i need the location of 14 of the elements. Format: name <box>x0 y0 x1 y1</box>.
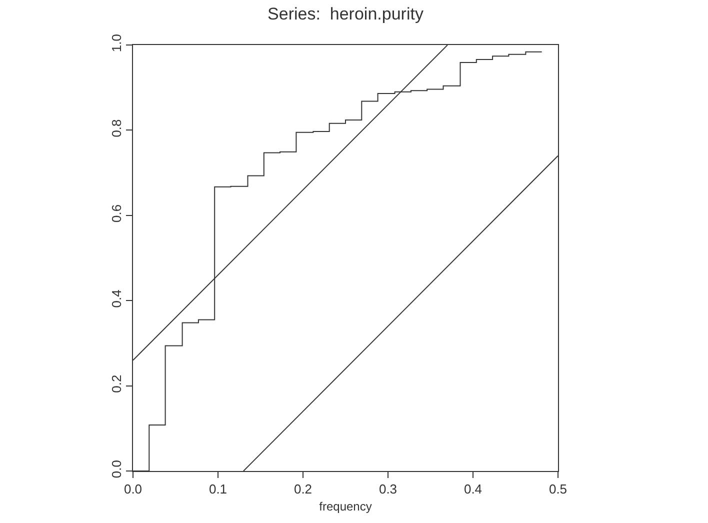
x-tick-label: 0.1 <box>208 482 228 497</box>
y-tick-label: 0.8 <box>108 119 124 138</box>
chart-title: Series: heroin.purity <box>268 4 424 24</box>
x-tick-label: 0.5 <box>548 482 568 497</box>
y-tick-label: 0.2 <box>108 374 124 393</box>
y-tick-label: 0.4 <box>108 290 124 308</box>
x-tick-label: 0.4 <box>464 482 482 497</box>
x-tick-label: 0.2 <box>294 482 312 497</box>
x-tick-label: 0.3 <box>378 482 398 497</box>
y-tick-label: 0.0 <box>108 460 124 478</box>
x-tick-label: 0.0 <box>124 482 142 497</box>
y-tick-label: 1.0 <box>108 34 124 52</box>
x-axis-title: frequency <box>319 500 372 514</box>
y-tick-label: 0.6 <box>108 204 124 222</box>
